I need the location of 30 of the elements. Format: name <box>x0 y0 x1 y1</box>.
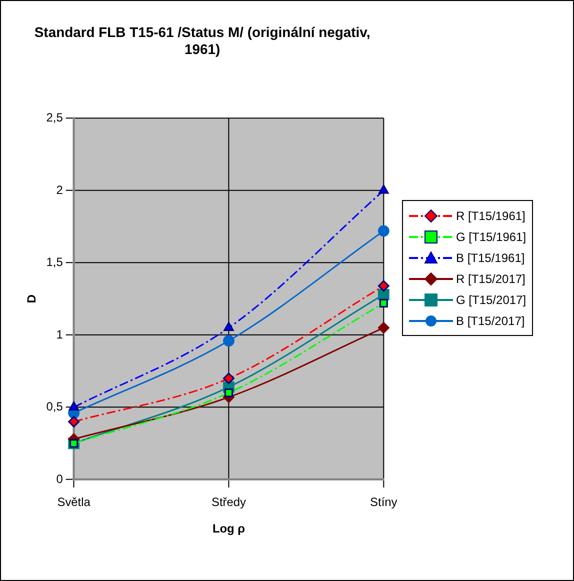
y-axis-title: D <box>24 294 38 304</box>
point <box>223 372 234 384</box>
point <box>223 335 234 347</box>
point <box>378 184 389 194</box>
x-tick-label: Světla <box>57 494 91 509</box>
y-tick-label: 1 <box>56 327 64 342</box>
point <box>378 322 390 334</box>
x-tick-label: Stíny <box>370 494 398 509</box>
x-tick-label: Středy <box>211 494 246 509</box>
point <box>224 388 234 398</box>
point <box>224 322 234 332</box>
legend-label: R [T15/2017] <box>456 272 526 286</box>
legend-label: B [T15/1961] <box>456 250 525 264</box>
point <box>68 402 79 411</box>
y-tick-label: 2 <box>56 182 64 197</box>
x-axis-title: Log ρ <box>212 521 246 536</box>
y-tick-label: 1,5 <box>46 255 64 270</box>
legend-label: B [T15/2017] <box>456 314 525 328</box>
point <box>378 225 390 237</box>
y-tick-label: 0,5 <box>46 400 64 414</box>
y-tick-label: 0 <box>56 472 64 486</box>
legend-label: R [T15/1961] <box>456 208 526 222</box>
y-tick-label: 2,5 <box>46 110 64 124</box>
text: 1961) <box>184 40 220 57</box>
text: Standard FLB T15-61 /Status M/ (originální negativ, <box>34 24 370 40</box>
point <box>379 298 388 308</box>
legend-label: G [T15/2017] <box>456 292 526 306</box>
point <box>68 416 80 428</box>
point <box>378 280 390 292</box>
legend-label: G [T15/1961] <box>456 230 526 244</box>
